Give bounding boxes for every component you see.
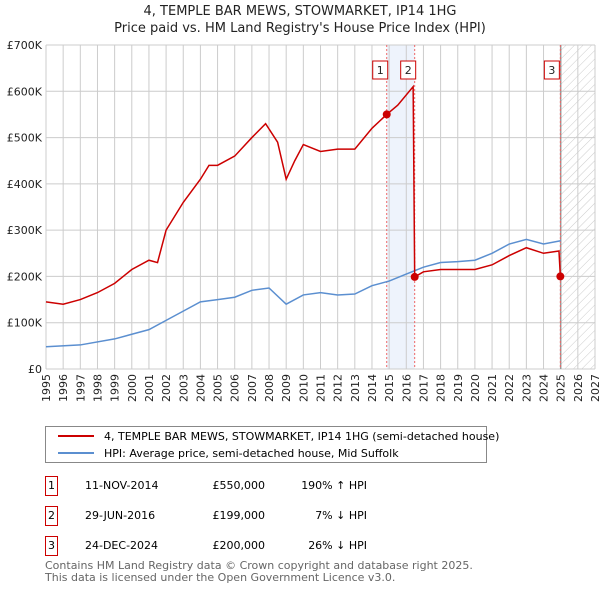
sale-marker-label: 1: [45, 476, 58, 496]
sale-point: [410, 272, 419, 281]
x-tick-label: 2006: [229, 374, 242, 402]
series-line-hpi: [45, 238, 561, 348]
chart-title: 4, TEMPLE BAR MEWS, STOWMARKET, IP14 1HG: [143, 4, 457, 19]
x-tick-label: 2008: [263, 374, 276, 402]
sale-price: £199,000: [212, 509, 266, 522]
x-tick-label: 2003: [177, 374, 190, 402]
x-tick-label: 2012: [332, 374, 345, 402]
x-tick-label: 2014: [366, 374, 379, 402]
x-tick-label: 2016: [400, 374, 413, 402]
x-tick-label: 2010: [297, 374, 310, 402]
legend-swatch: [58, 435, 94, 437]
sale-hpi: 26% ↓ HPI: [308, 539, 367, 552]
price-chart: 1995 1996 1997 1998 1999 2000 2001 2002 2003 2004…: [7, 39, 600, 402]
x-tick-label: 2007: [246, 374, 259, 402]
x-tick-label: 2024: [538, 374, 551, 402]
footer: Contains HM Land Registry data © Crown c…: [45, 560, 473, 584]
x-tick-label: 2023: [520, 374, 533, 402]
sale-date: 11-NOV-2014: [85, 479, 159, 492]
x-tick-label: 2002: [160, 374, 173, 402]
sale-row: 2 29-JUN-2016 £199,000 7% ↓ HPI: [45, 506, 445, 526]
x-tick-label: 2004: [194, 374, 207, 402]
legend-label: HPI: Average price, semi-detached house,…: [104, 446, 399, 460]
x-tick-label: 2027: [589, 374, 600, 402]
sale-date: 24-DEC-2024: [85, 539, 159, 552]
x-tick-label: 2000: [126, 374, 139, 402]
sale-row: 1 11-NOV-2014 £550,000 190% ↑ HPI: [45, 476, 445, 496]
sale-hpi: 190% ↑ HPI: [301, 479, 367, 492]
x-tick-label: 2009: [280, 374, 293, 402]
legend-swatch: [58, 452, 94, 454]
x-tick-label: 2020: [469, 374, 482, 402]
sale-hpi: 7% ↓ HPI: [315, 509, 367, 522]
sale-price: £550,000: [212, 479, 266, 492]
x-tick-label: 2022: [503, 374, 516, 402]
x-tick-label: 2017: [417, 374, 430, 402]
sale-marker-label: 2: [45, 506, 58, 526]
sale-marker-label: 3: [548, 64, 555, 77]
legend-item-hpi: HPI: Average price, semi-detached house,…: [58, 445, 399, 461]
y-tick-label: £500K: [7, 132, 43, 145]
y-tick-label: £0: [28, 363, 42, 376]
footer-line: This data is licensed under the Open Gov…: [45, 571, 396, 584]
sale-row: 3 24-DEC-2024 £200,000 26% ↓ HPI: [45, 536, 445, 556]
sale-marker-box: [543, 60, 560, 80]
x-tick-label: 2013: [349, 374, 362, 402]
sale-marker-label: 2: [405, 64, 412, 77]
x-tick-label: 2015: [383, 374, 396, 402]
x-tick-label: 2025: [555, 374, 568, 402]
sale-point: [556, 272, 565, 281]
x-tick-label: 2019: [452, 374, 465, 402]
y-tick-label: £400K: [7, 178, 43, 191]
legend-item-property: 4, TEMPLE BAR MEWS, STOWMARKET, IP14 1HG…: [58, 428, 499, 444]
legend: 4, TEMPLE BAR MEWS, STOWMARKET, IP14 1HG…: [45, 426, 499, 463]
sale-marker-box: [372, 60, 389, 80]
x-tick-label: 1999: [109, 374, 122, 402]
sale-period-shade: [386, 45, 415, 369]
x-tick-label: 2001: [143, 374, 156, 402]
footer-line: Contains HM Land Registry data © Crown c…: [45, 559, 473, 572]
x-tick-label: 2011: [315, 374, 328, 402]
series-line-property: [45, 84, 562, 305]
sale-date: 29-JUN-2016: [85, 509, 156, 522]
x-tick-label: 1998: [91, 374, 104, 402]
x-tick-label: 2021: [486, 374, 499, 402]
sale-marker-label: 1: [377, 64, 384, 77]
x-tick-label: 1995: [40, 374, 53, 402]
sale-price: £200,000: [212, 539, 266, 552]
x-tick-label: 1996: [57, 374, 70, 402]
y-tick-label: £100K: [7, 317, 43, 330]
y-tick-label: £300K: [7, 224, 43, 237]
x-tick-label: 1997: [74, 374, 87, 402]
sale-point: [382, 110, 391, 119]
sale-marker-label: 3: [45, 536, 58, 556]
x-tick-label: 2005: [212, 374, 225, 402]
chart-subtitle: Price paid vs. HM Land Registry's House …: [114, 21, 486, 36]
x-tick-label: 2026: [572, 374, 585, 402]
y-tick-label: £600K: [7, 85, 43, 98]
sale-marker-box: [400, 60, 417, 80]
x-tick-label: 2018: [435, 374, 448, 402]
legend-label: 4, TEMPLE BAR MEWS, STOWMARKET, IP14 1HG…: [104, 429, 500, 443]
y-tick-label: £700K: [7, 39, 43, 52]
y-tick-label: £200K: [7, 270, 43, 283]
